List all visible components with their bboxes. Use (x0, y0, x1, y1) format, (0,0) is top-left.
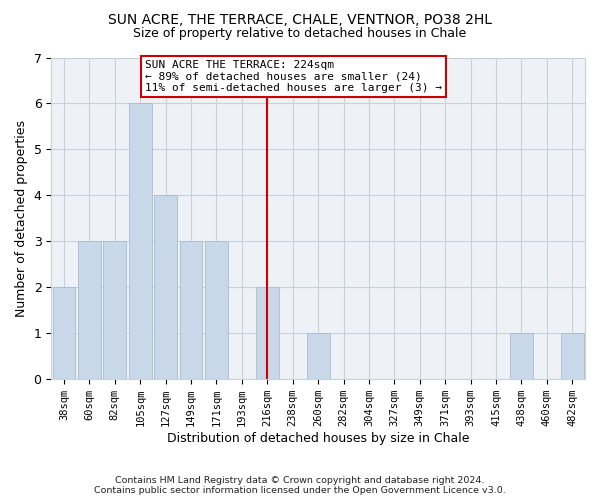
Bar (53, 288, 76, 379)
Bar (154, 196, 177, 379)
Text: Contains HM Land Registry data © Crown copyright and database right 2024.
Contai: Contains HM Land Registry data © Crown c… (94, 476, 506, 495)
Text: SUN ACRE, THE TERRACE, CHALE, VENTNOR, PO38 2HL: SUN ACRE, THE TERRACE, CHALE, VENTNOR, P… (108, 12, 492, 26)
Bar (510, 334, 533, 379)
Bar (256, 288, 279, 379)
Bar (103, 242, 126, 379)
Bar (561, 334, 584, 379)
Text: Size of property relative to detached houses in Chale: Size of property relative to detached ho… (133, 28, 467, 40)
Bar (78, 242, 101, 379)
Bar (205, 242, 228, 379)
Bar (307, 334, 329, 379)
Text: SUN ACRE THE TERRACE: 224sqm
← 89% of detached houses are smaller (24)
11% of se: SUN ACRE THE TERRACE: 224sqm ← 89% of de… (145, 60, 442, 93)
X-axis label: Distribution of detached houses by size in Chale: Distribution of detached houses by size … (167, 432, 469, 445)
Bar (179, 242, 202, 379)
Y-axis label: Number of detached properties: Number of detached properties (15, 120, 28, 317)
Bar (129, 104, 152, 379)
